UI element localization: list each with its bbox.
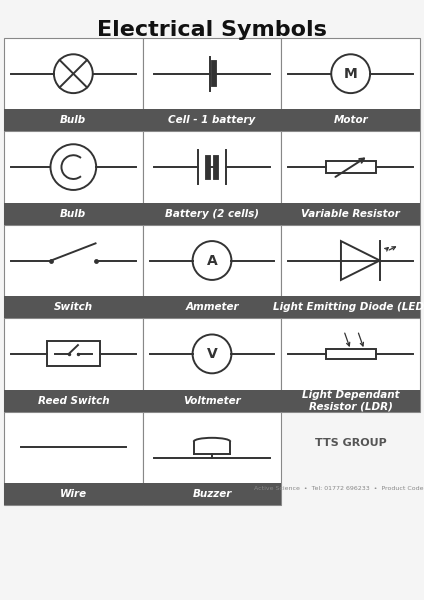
Bar	[4, 412, 142, 505]
Bar	[326, 349, 376, 359]
Text: Variable Resistor: Variable Resistor	[301, 209, 400, 219]
Text: Switch: Switch	[54, 302, 93, 312]
Text: Wire: Wire	[60, 489, 87, 499]
Bar	[282, 109, 420, 131]
Text: Light Dependant
Resistor (LDR): Light Dependant Resistor (LDR)	[302, 390, 399, 412]
Bar	[282, 38, 420, 131]
Bar	[4, 483, 142, 505]
Text: A: A	[206, 254, 218, 268]
Bar	[282, 318, 420, 412]
Text: Bulb: Bulb	[60, 115, 86, 125]
Text: Voltmeter: Voltmeter	[183, 395, 241, 406]
Bar	[282, 296, 420, 318]
Text: Active Science  •  Tel: 01772 696233  •  Product Code: S3615: Active Science • Tel: 01772 696233 • Pro…	[254, 486, 424, 491]
Text: Bulb: Bulb	[60, 209, 86, 219]
Bar	[282, 203, 420, 225]
Text: TTS GROUP: TTS GROUP	[315, 438, 387, 448]
Bar	[142, 389, 282, 412]
Text: Light Emitting Diode (LED): Light Emitting Diode (LED)	[273, 302, 424, 312]
Text: V: V	[206, 347, 218, 361]
Bar	[142, 131, 282, 225]
Bar	[4, 389, 142, 412]
Text: Cell - 1 battery: Cell - 1 battery	[168, 115, 256, 125]
Bar	[326, 161, 376, 173]
Text: Buzzer: Buzzer	[192, 489, 232, 499]
Bar	[47, 341, 100, 367]
Bar	[4, 203, 142, 225]
Bar	[142, 225, 282, 318]
Bar	[142, 203, 282, 225]
Text: Motor: Motor	[333, 115, 368, 125]
Bar	[282, 131, 420, 225]
Bar	[142, 483, 282, 505]
Text: M: M	[344, 67, 357, 80]
Bar	[4, 318, 142, 412]
Text: Battery (2 cells): Battery (2 cells)	[165, 209, 259, 219]
Text: Reed Switch: Reed Switch	[37, 395, 109, 406]
Bar	[142, 412, 282, 505]
Bar	[4, 131, 142, 225]
Bar	[282, 225, 420, 318]
Bar	[142, 109, 282, 131]
Bar	[282, 389, 420, 412]
Bar	[4, 38, 142, 131]
Text: Ammeter: Ammeter	[185, 302, 239, 312]
Bar	[4, 225, 142, 318]
Bar	[142, 296, 282, 318]
Text: Electrical Symbols: Electrical Symbols	[97, 20, 327, 40]
Bar	[142, 318, 282, 412]
Bar	[142, 38, 282, 131]
Bar	[4, 109, 142, 131]
Bar	[4, 296, 142, 318]
